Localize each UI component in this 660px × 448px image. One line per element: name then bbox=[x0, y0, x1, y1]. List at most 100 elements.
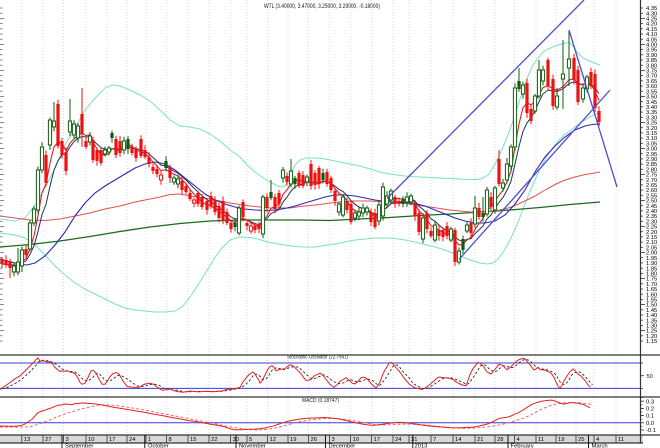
svg-text:2.85: 2.85 bbox=[646, 162, 657, 168]
svg-text:March: March bbox=[592, 444, 608, 448]
svg-text:0.1: 0.1 bbox=[646, 414, 654, 420]
svg-text:-0.1: -0.1 bbox=[646, 428, 656, 434]
svg-text:WTL (3.40000, 3.47000, 3.25000: WTL (3.40000, 3.47000, 3.25000, 3.29000,… bbox=[264, 4, 380, 10]
svg-text:October: October bbox=[148, 444, 169, 448]
svg-text:17: 17 bbox=[374, 437, 380, 443]
svg-text:2.00: 2.00 bbox=[646, 251, 657, 257]
svg-text:February: February bbox=[511, 444, 534, 448]
svg-text:19: 19 bbox=[558, 437, 564, 443]
svg-text:11: 11 bbox=[538, 437, 544, 443]
svg-text:50: 50 bbox=[647, 374, 653, 380]
svg-text:4.25: 4.25 bbox=[646, 17, 657, 23]
svg-text:2.95: 2.95 bbox=[646, 152, 657, 158]
svg-text:3.25: 3.25 bbox=[646, 121, 657, 127]
svg-text:3.65: 3.65 bbox=[646, 79, 657, 85]
svg-text:2.80: 2.80 bbox=[646, 167, 657, 173]
svg-text:3.60: 3.60 bbox=[646, 84, 657, 90]
svg-text:19: 19 bbox=[290, 437, 296, 443]
svg-text:25: 25 bbox=[578, 437, 584, 443]
svg-text:31: 31 bbox=[411, 437, 417, 443]
svg-text:MACD (0.18747): MACD (0.18747) bbox=[302, 398, 339, 404]
svg-text:5: 5 bbox=[249, 437, 252, 443]
svg-text:1.95: 1.95 bbox=[646, 256, 657, 262]
svg-text:1.25: 1.25 bbox=[646, 329, 657, 335]
svg-text:14: 14 bbox=[455, 437, 462, 443]
svg-text:21: 21 bbox=[477, 437, 483, 443]
svg-text:3.35: 3.35 bbox=[646, 110, 657, 116]
svg-text:4.10: 4.10 bbox=[646, 32, 657, 38]
svg-text:2.65: 2.65 bbox=[646, 183, 657, 189]
svg-text:2.40: 2.40 bbox=[646, 209, 657, 215]
svg-text:3.55: 3.55 bbox=[646, 89, 657, 95]
svg-text:10: 10 bbox=[88, 437, 94, 443]
svg-text:2.05: 2.05 bbox=[646, 245, 657, 251]
svg-text:2013: 2013 bbox=[415, 444, 428, 448]
svg-text:3.05: 3.05 bbox=[646, 141, 657, 147]
svg-text:3.45: 3.45 bbox=[646, 100, 657, 106]
svg-text:1.85: 1.85 bbox=[646, 266, 657, 272]
svg-text:27: 27 bbox=[45, 437, 51, 443]
svg-text:3.90: 3.90 bbox=[646, 53, 657, 59]
svg-text:3.75: 3.75 bbox=[646, 69, 657, 75]
svg-text:2.20: 2.20 bbox=[646, 230, 657, 236]
svg-text:3.70: 3.70 bbox=[646, 74, 657, 80]
svg-text:1.15: 1.15 bbox=[646, 339, 657, 345]
svg-text:2.50: 2.50 bbox=[646, 199, 657, 205]
svg-text:2.90: 2.90 bbox=[646, 157, 657, 163]
svg-text:28: 28 bbox=[497, 437, 503, 443]
svg-text:1.70: 1.70 bbox=[646, 282, 657, 288]
svg-text:2.30: 2.30 bbox=[646, 219, 657, 225]
svg-text:3.00: 3.00 bbox=[646, 147, 657, 153]
svg-text:4: 4 bbox=[596, 437, 600, 443]
svg-text:1.20: 1.20 bbox=[646, 334, 657, 340]
svg-text:1.65: 1.65 bbox=[646, 287, 657, 293]
svg-text:3.50: 3.50 bbox=[646, 95, 657, 101]
svg-text:1.45: 1.45 bbox=[646, 308, 657, 314]
svg-text:4: 4 bbox=[517, 437, 521, 443]
svg-text:24: 24 bbox=[129, 437, 136, 443]
svg-text:1.50: 1.50 bbox=[646, 303, 657, 309]
svg-text:November: November bbox=[239, 444, 266, 448]
svg-text:2.60: 2.60 bbox=[646, 188, 657, 194]
svg-text:3: 3 bbox=[66, 437, 69, 443]
svg-text:Stochastic Oscillator (22.7941: Stochastic Oscillator (22.7941) bbox=[287, 355, 348, 361]
svg-text:8: 8 bbox=[169, 437, 172, 443]
svg-text:1.55: 1.55 bbox=[646, 298, 657, 304]
svg-text:10: 10 bbox=[353, 437, 359, 443]
svg-text:1.90: 1.90 bbox=[646, 261, 657, 267]
svg-text:2.25: 2.25 bbox=[646, 225, 657, 231]
svg-text:0.0: 0.0 bbox=[646, 421, 654, 427]
svg-text:December: December bbox=[329, 444, 356, 448]
svg-text:4.05: 4.05 bbox=[646, 37, 657, 43]
svg-text:15: 15 bbox=[190, 437, 196, 443]
svg-text:1.40: 1.40 bbox=[646, 313, 657, 319]
svg-text:2.70: 2.70 bbox=[646, 178, 657, 184]
svg-text:4.35: 4.35 bbox=[646, 6, 657, 12]
svg-text:1: 1 bbox=[148, 437, 151, 443]
svg-text:3.10: 3.10 bbox=[646, 136, 657, 142]
svg-text:2.10: 2.10 bbox=[646, 240, 657, 246]
svg-text:4.20: 4.20 bbox=[646, 22, 657, 28]
svg-text:4.00: 4.00 bbox=[646, 43, 657, 49]
svg-text:4.15: 4.15 bbox=[646, 27, 657, 33]
svg-text:1.60: 1.60 bbox=[646, 292, 657, 298]
svg-text:7: 7 bbox=[433, 437, 436, 443]
svg-text:12: 12 bbox=[270, 437, 276, 443]
svg-text:1.80: 1.80 bbox=[646, 272, 657, 278]
svg-text:3: 3 bbox=[332, 437, 335, 443]
svg-text:0.3: 0.3 bbox=[646, 399, 654, 405]
svg-text:26: 26 bbox=[311, 437, 317, 443]
svg-text:4.30: 4.30 bbox=[646, 11, 657, 17]
svg-text:2.35: 2.35 bbox=[646, 214, 657, 220]
svg-text:1.35: 1.35 bbox=[646, 318, 657, 324]
svg-text:3.95: 3.95 bbox=[646, 48, 657, 54]
svg-text:1.75: 1.75 bbox=[646, 277, 657, 283]
svg-text:2.15: 2.15 bbox=[646, 235, 657, 241]
svg-text:1.30: 1.30 bbox=[646, 324, 657, 330]
svg-text:2.45: 2.45 bbox=[646, 204, 657, 210]
svg-text:3.40: 3.40 bbox=[646, 105, 657, 111]
svg-text:22: 22 bbox=[211, 437, 217, 443]
svg-text:0.2: 0.2 bbox=[646, 407, 654, 413]
svg-text:3.85: 3.85 bbox=[646, 58, 657, 64]
svg-text:17: 17 bbox=[109, 437, 115, 443]
